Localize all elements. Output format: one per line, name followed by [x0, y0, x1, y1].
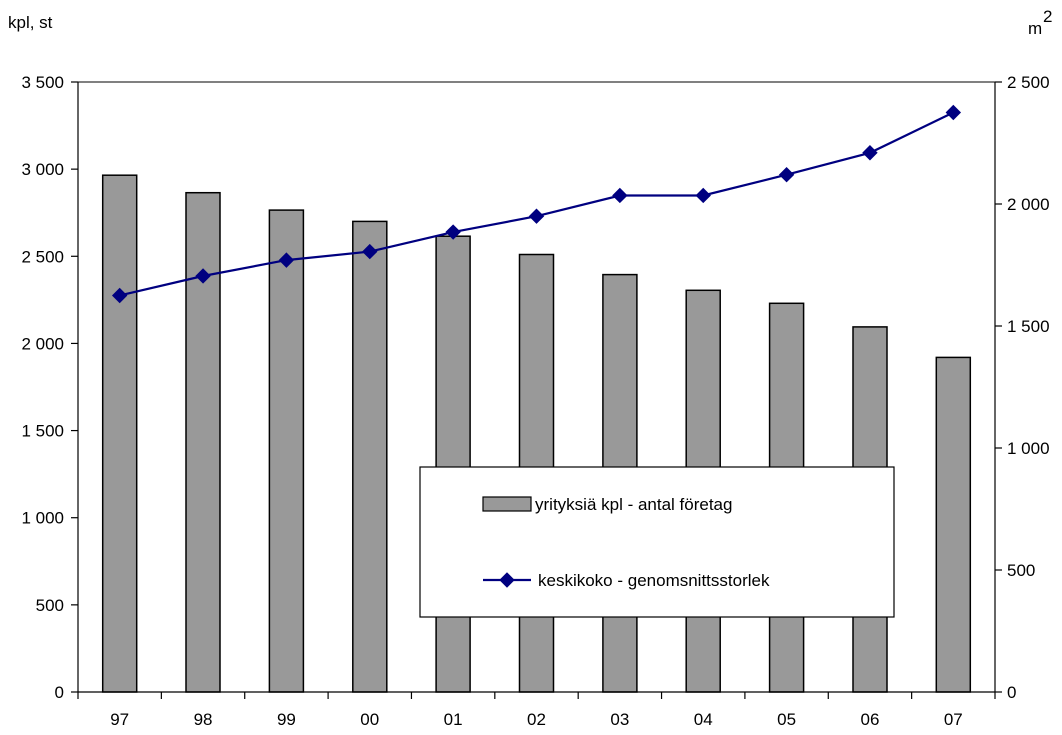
- x-tick-label-07: 07: [944, 710, 963, 729]
- x-tick-label-05: 05: [777, 710, 796, 729]
- axes-layer: [71, 81, 1002, 699]
- y-left-tick-label: 2 500: [21, 247, 64, 266]
- line-marker-03: [612, 187, 628, 204]
- x-tick-label-04: 04: [694, 710, 713, 729]
- y-right-tick-label: 500: [1007, 561, 1035, 580]
- y-right-tick-label: 2 500: [1007, 73, 1050, 92]
- bar-01: [435, 235, 471, 693]
- line-marker-99: [278, 252, 295, 268]
- line-marker-98: [195, 268, 211, 284]
- line-marker-02: [528, 208, 545, 224]
- y-left-tick-label: 1 000: [21, 509, 64, 528]
- bar-98: [185, 191, 221, 693]
- legend-box: [419, 466, 895, 618]
- x-tick-label-97: 97: [110, 710, 129, 729]
- y-left-tick-label: 3 000: [21, 160, 64, 179]
- y-right-tick-label: 1 500: [1007, 317, 1050, 336]
- line-marker-04: [695, 187, 711, 204]
- x-tick-label-03: 03: [610, 710, 629, 729]
- y-left-tick-label: 0: [55, 683, 64, 702]
- bar-00: [352, 220, 388, 693]
- y-left-tick-label: 1 500: [21, 422, 64, 441]
- bar-series-layer: [101, 174, 972, 693]
- bar-97: [101, 174, 138, 693]
- legend-swatch-marker: [499, 572, 515, 588]
- y-right-tick-label: 1 000: [1007, 439, 1050, 458]
- line-series-layer: [111, 104, 962, 304]
- line-marker-06: [862, 145, 878, 161]
- x-tick-label-02: 02: [527, 710, 546, 729]
- line-marker-01: [445, 224, 461, 240]
- bar-99: [268, 209, 305, 693]
- y-right-tick-label: 0: [1007, 683, 1016, 702]
- y-left-tick-label: 3 500: [21, 73, 64, 92]
- legend-label-bars: yrityksiä kpl - antal företag: [535, 495, 732, 514]
- y-left-tick-label: 2 000: [21, 334, 64, 353]
- legend: yrityksiä kpl - antal företag keskikoko -…: [419, 466, 895, 618]
- line-marker-97: [111, 287, 128, 304]
- y-right-tick-label: 2 000: [1007, 195, 1050, 214]
- legend-label-line: keskikoko - genomsnittsstorlek: [538, 571, 770, 590]
- line-marker-00: [362, 243, 378, 260]
- y-left-tick-label: 500: [36, 596, 64, 615]
- x-tick-label-00: 00: [360, 710, 379, 729]
- y-left-axis-label: kpl, st: [8, 13, 53, 32]
- legend-swatch-bars: [482, 496, 532, 512]
- bar-07: [935, 356, 972, 693]
- line-marker-07: [945, 104, 962, 121]
- y-right-axis-label: m: [1028, 19, 1042, 38]
- x-tick-label-99: 99: [277, 710, 296, 729]
- x-tick-label-06: 06: [860, 710, 879, 729]
- line-marker-05: [778, 167, 795, 183]
- x-tick-label-98: 98: [194, 710, 213, 729]
- y-right-axis-label-superscript: 2: [1043, 7, 1052, 26]
- x-tick-label-01: 01: [444, 710, 463, 729]
